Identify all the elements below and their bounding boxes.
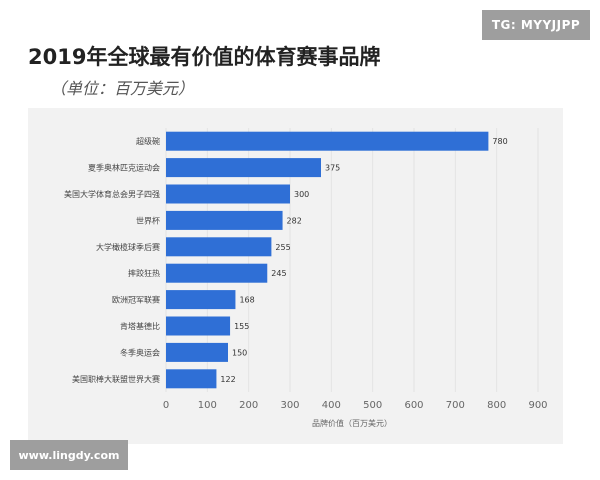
category-label: 超级碗 <box>136 136 160 146</box>
data-label: 375 <box>325 164 340 173</box>
x-tick-label: 600 <box>404 400 423 411</box>
category-label: 欧洲冠军联赛 <box>112 295 160 305</box>
bar <box>166 290 236 310</box>
category-label: 夏季奥林匹克运动会 <box>88 163 160 173</box>
bar <box>166 158 321 178</box>
x-tick-label: 300 <box>280 400 299 411</box>
bar <box>166 316 231 336</box>
category-label: 美国大学体育总会男子四强 <box>64 189 160 199</box>
x-tick-label: 800 <box>487 400 506 411</box>
data-label: 780 <box>492 137 507 146</box>
bar-chart: 0 100 200 300 400 500 600 700 800 900 品牌价值（百万美元） 超级… <box>64 128 548 428</box>
data-label: 255 <box>275 243 290 252</box>
x-tick-label: 0 <box>163 400 169 411</box>
x-tick-label: 900 <box>528 400 547 411</box>
chart-panel: 0 100 200 300 400 500 600 700 800 900 品牌价值（百万美元） 超级… <box>28 108 563 444</box>
bar <box>166 369 217 389</box>
bar <box>166 184 290 204</box>
x-tick-label: 400 <box>322 400 341 411</box>
x-tick-label: 200 <box>239 400 258 411</box>
watermark-top: TG: MYYJJPP <box>482 10 590 40</box>
x-tick-label: 100 <box>198 400 217 411</box>
data-label: 282 <box>287 216 302 225</box>
chart-subtitle: （单位：百万美元） <box>50 79 195 98</box>
category-label: 冬季奥运会 <box>120 347 160 357</box>
data-label: 150 <box>232 348 247 357</box>
bar <box>166 237 272 257</box>
x-tick-label: 500 <box>363 400 382 411</box>
data-label: 155 <box>234 322 249 331</box>
data-label: 245 <box>271 269 286 278</box>
category-label: 摔跤狂热 <box>128 268 160 278</box>
bar <box>166 131 489 151</box>
data-label: 122 <box>220 375 235 384</box>
category-label: 肯塔基德比 <box>120 321 160 331</box>
category-label: 美国职棒大联盟世界大赛 <box>72 374 160 384</box>
category-label: 大学橄榄球季后赛 <box>96 242 160 252</box>
category-label: 世界杯 <box>136 215 160 225</box>
x-axis-title: 品牌价值（百万美元） <box>312 418 392 428</box>
watermark-bottom: www.lingdy.com <box>10 440 128 470</box>
data-label: 300 <box>294 190 309 199</box>
chart-title: 2019年全球最有价值的体育赛事品牌 <box>28 45 381 69</box>
bar <box>166 263 268 283</box>
bar <box>166 210 283 230</box>
x-tick-label: 700 <box>446 400 465 411</box>
data-label: 168 <box>239 296 254 305</box>
bar <box>166 342 228 362</box>
